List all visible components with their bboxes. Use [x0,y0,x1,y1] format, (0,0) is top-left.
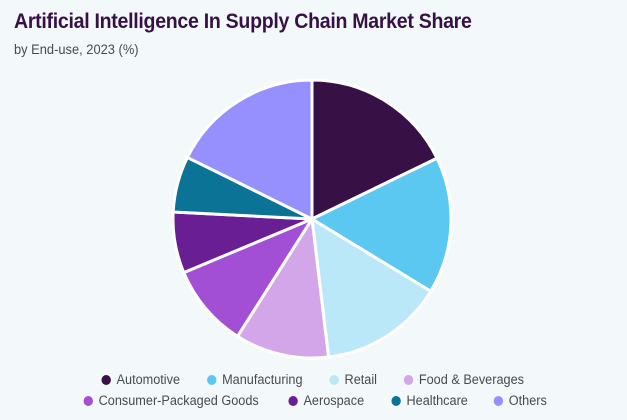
legend-label: Automotive [116,372,180,387]
pie-slice-retail[interactable] [310,217,433,359]
legend-item-manufacturing[interactable]: Manufacturing [207,372,303,387]
pie-slice-others[interactable] [185,78,314,221]
legend-label: Consumer-Packaged Goods [98,393,259,408]
pie-chart [171,78,453,360]
legend-dot-icon [101,374,111,385]
legend-item-healthcare[interactable]: Healthcare [391,393,468,408]
legend-item-automotive[interactable]: Automotive [101,372,180,387]
pie-slice-automotive[interactable] [310,78,439,221]
legend-label: Aerospace [303,393,365,408]
legend-item-retail[interactable]: Retail [329,372,377,387]
legend-dot-icon [329,374,339,385]
legend-label: Healthcare [406,393,468,408]
chart-subtitle: by End-use, 2023 (%) [14,41,139,57]
legend-row-2: Consumer-Packaged Goods Aerospace Health… [0,390,627,411]
chart-title: Artificial Intelligence In Supply Chain … [14,10,472,33]
legend-label: Food & Beverages [419,372,525,387]
legend-dot-icon [404,374,414,385]
pie-slice-manufacturing[interactable] [310,156,453,293]
legend-item-others[interactable]: Others [494,393,547,408]
chart-legend: Automotive Manufacturing Retail Food & B… [0,369,627,411]
legend-dot-icon [288,395,299,406]
legend-label: Others [509,393,548,408]
legend-dot-icon [207,374,217,385]
pie-chart-svg [171,78,453,360]
legend-dot-icon [494,395,504,406]
pie-slice-consumer-packaged-goods[interactable] [182,217,314,338]
legend-label: Retail [344,372,377,387]
legend-label: Manufacturing [222,372,303,387]
legend-row-1: Automotive Manufacturing Retail Food & B… [0,369,627,390]
legend-item-consumer-packaged-goods[interactable]: Consumer-Packaged Goods [83,393,259,408]
legend-dot-icon [391,395,401,406]
pie-slice-food-beverages[interactable] [236,217,331,360]
legend-dot-icon [83,395,94,406]
legend-item-food-beverages[interactable]: Food & Beverages [404,372,524,387]
legend-item-aerospace[interactable]: Aerospace [288,393,365,408]
